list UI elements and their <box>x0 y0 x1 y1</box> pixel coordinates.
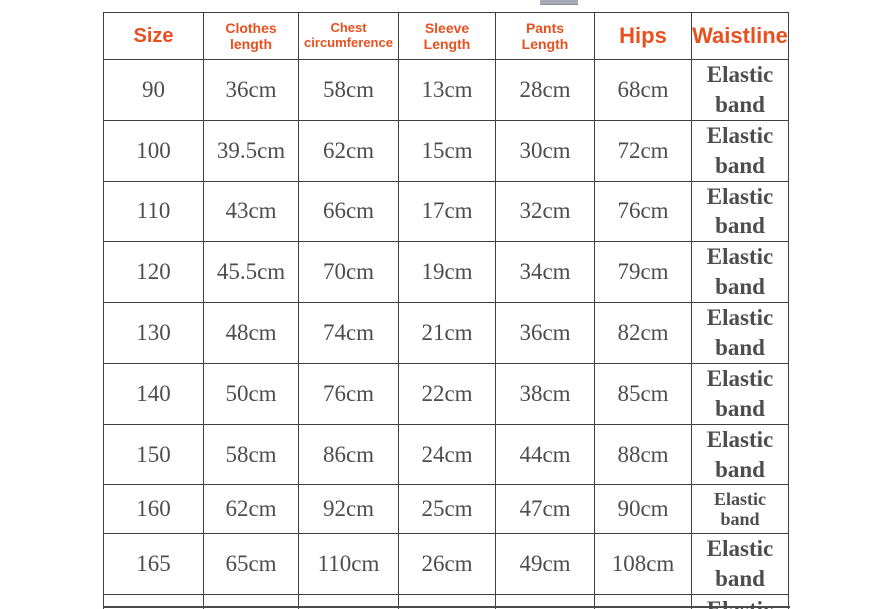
cell-sleeve-length: 24cm <box>398 423 496 486</box>
cell-waistline: Elastic band <box>691 119 789 182</box>
cell-waistline: Elastic band <box>691 593 789 609</box>
cell-pants-length: 44cm <box>495 423 595 486</box>
cell-hips: 90cm <box>594 484 692 535</box>
cell-chest-circumference: 86cm <box>298 423 399 486</box>
cell-size: 100 <box>103 119 204 182</box>
table-row: 120 45.5cm 70cm 19cm 34cm 79cm Elastic b… <box>103 241 789 304</box>
size-chart-table: Size Clothes length Chest circumference … <box>103 12 789 609</box>
cell-size: 120 <box>103 241 204 304</box>
cell-pants-length: 28cm <box>495 59 595 121</box>
cell-hips: 82cm <box>594 302 692 364</box>
cell-hips: 85cm <box>594 362 692 425</box>
cell-chest-circumference: 76cm <box>298 362 399 425</box>
cell-size: 110 <box>103 180 204 243</box>
table-header-row: Size Clothes length Chest circumference … <box>103 12 789 60</box>
table-row: 165 65cm 110cm 26cm 49cm 108cm Elastic b… <box>103 533 789 595</box>
cell-sleeve-length: 19cm <box>398 241 496 304</box>
cell-chest-circumference: 92cm <box>298 484 399 535</box>
cell-hips: 76cm <box>594 180 692 243</box>
cell-chest-circumference: 70cm <box>298 241 399 304</box>
cell-waistline: Elastic band <box>691 59 789 121</box>
cell-waistline: Elastic band <box>691 180 789 243</box>
table-row: 160 62cm 92cm 25cm 47cm 90cm Elastic ban… <box>103 484 789 535</box>
cell-pants-length: 30cm <box>495 119 595 182</box>
table-row: 90 36cm 58cm 13cm 28cm 68cm Elastic band <box>103 59 789 121</box>
cell-chest-circumference: 58cm <box>298 59 399 121</box>
column-header-sleeve-length: Sleeve Length <box>398 12 496 60</box>
cell-waistline: Elastic band <box>691 241 789 304</box>
cell-chest-circumference: 74cm <box>298 302 399 364</box>
table-row: 150 58cm 86cm 24cm 44cm 88cm Elastic ban… <box>103 423 789 486</box>
cell-size: 150 <box>103 423 204 486</box>
table-row: 175 68cm 116cm 28cm 51cm 115cm Elastic b… <box>103 593 789 609</box>
cell-clothes-length: 39.5cm <box>203 119 299 182</box>
cell-pants-length: 49cm <box>495 533 595 595</box>
column-header-chest-circumference: Chest circumference <box>298 12 399 60</box>
cell-chest-circumference: 66cm <box>298 180 399 243</box>
cell-pants-length: 47cm <box>495 484 595 535</box>
cell-waistline: Elastic band <box>691 533 789 595</box>
cell-chest-circumference: 62cm <box>298 119 399 182</box>
cell-waistline: Elastic band <box>691 423 789 486</box>
cell-hips: 108cm <box>594 533 692 595</box>
cell-sleeve-length: 26cm <box>398 533 496 595</box>
cell-clothes-length: 45.5cm <box>203 241 299 304</box>
column-header-clothes-length: Clothes length <box>203 12 299 60</box>
table-row: 100 39.5cm 62cm 15cm 30cm 72cm Elastic b… <box>103 119 789 182</box>
cell-chest-circumference: 110cm <box>298 533 399 595</box>
cell-waistline: Elastic band <box>691 362 789 425</box>
cell-sleeve-length: 25cm <box>398 484 496 535</box>
cell-waistline: Elastic band <box>691 302 789 364</box>
cell-pants-length: 36cm <box>495 302 595 364</box>
cell-clothes-length: 62cm <box>203 484 299 535</box>
cell-sleeve-length: 15cm <box>398 119 496 182</box>
cell-size: 165 <box>103 533 204 595</box>
table-row: 130 48cm 74cm 21cm 36cm 82cm Elastic ban… <box>103 302 789 364</box>
table-row: 110 43cm 66cm 17cm 32cm 76cm Elastic ban… <box>103 180 789 243</box>
cell-waistline: Elastic band <box>691 484 789 535</box>
cell-hips: 79cm <box>594 241 692 304</box>
column-header-pants-length: Pants Length <box>495 12 595 60</box>
cell-clothes-length: 65cm <box>203 533 299 595</box>
table-row: 140 50cm 76cm 22cm 38cm 85cm Elastic ban… <box>103 362 789 425</box>
cell-sleeve-length: 21cm <box>398 302 496 364</box>
cell-hips: 88cm <box>594 423 692 486</box>
cell-size: 140 <box>103 362 204 425</box>
cell-hips: 72cm <box>594 119 692 182</box>
cell-sleeve-length: 13cm <box>398 59 496 121</box>
next-row-top-border <box>103 606 790 608</box>
cell-clothes-length: 50cm <box>203 362 299 425</box>
cell-size: 130 <box>103 302 204 364</box>
cell-clothes-length: 36cm <box>203 59 299 121</box>
column-header-waistline: Waistline <box>691 12 789 60</box>
cell-pants-length: 34cm <box>495 241 595 304</box>
cell-clothes-length: 58cm <box>203 423 299 486</box>
column-header-size: Size <box>103 12 204 60</box>
cell-size: 90 <box>103 59 204 121</box>
cell-clothes-length: 48cm <box>203 302 299 364</box>
cell-pants-length: 38cm <box>495 362 595 425</box>
cell-sleeve-length: 22cm <box>398 362 496 425</box>
cell-size: 160 <box>103 484 204 535</box>
cell-clothes-length: 43cm <box>203 180 299 243</box>
cropped-ui-fragment <box>540 0 578 5</box>
cell-hips: 68cm <box>594 59 692 121</box>
cell-pants-length: 32cm <box>495 180 595 243</box>
column-header-hips: Hips <box>594 12 692 60</box>
cell-sleeve-length: 17cm <box>398 180 496 243</box>
